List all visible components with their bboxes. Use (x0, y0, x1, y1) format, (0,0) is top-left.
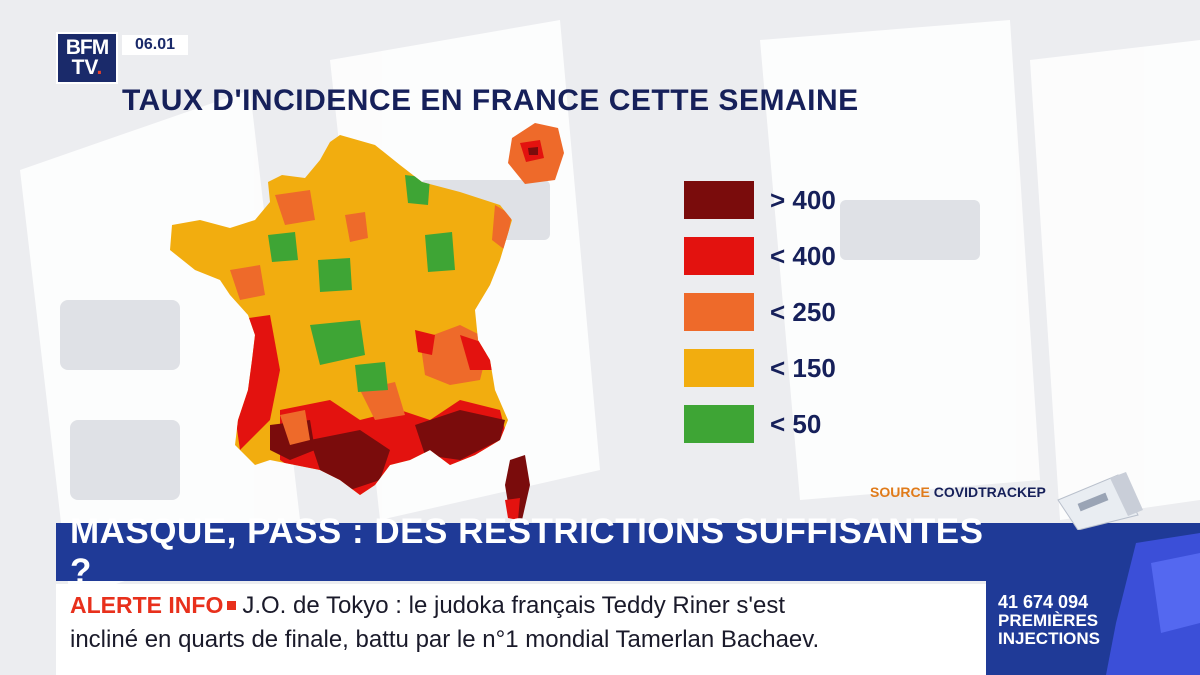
legend-swatch (684, 181, 754, 219)
region-paca-high (415, 410, 505, 460)
alerte-info-label: ALERTE INFO (70, 592, 224, 618)
legend-item-lt150: < 150 (684, 340, 904, 396)
region-loire-atlantique (230, 265, 265, 300)
legend-item-lt400: < 400 (684, 228, 904, 284)
region-normandy (275, 190, 315, 225)
ticker-line-1: ALERTE INFO J.O. de Tokyo : le judoka fra… (70, 592, 785, 620)
incidence-legend: > 400 < 400 < 250 < 150 < 50 (684, 172, 904, 443)
news-ticker: ALERTE INFO J.O. de Tokyo : le judoka fra… (56, 584, 986, 675)
legend-swatch (684, 405, 754, 443)
alert-square-icon (227, 600, 237, 610)
region-cote-dor (425, 232, 455, 272)
ile-de-france-inset-map (508, 123, 564, 184)
ticker-text-1: J.O. de Tokyo : le judoka français Teddy… (242, 592, 785, 619)
map-title: TAUX D'INCIDENCE EN FRANCE CETTE SEMAINE (122, 84, 859, 117)
region-occitanie-high (310, 430, 390, 490)
broadcast-clock: 06.01 (122, 35, 188, 55)
counter-label-2: INJECTIONS (998, 628, 1101, 648)
legend-label: < 150 (770, 352, 836, 383)
vaccination-counter-panel: 41 674 094 PREMIÈRES INJECTIONS (986, 523, 1200, 675)
legend-label: > 400 (770, 184, 836, 215)
injection-counter: 41 674 094 PREMIÈRES INJECTIONS (998, 593, 1128, 648)
legend-item-gt400: > 400 (684, 172, 904, 228)
region-loir-et-cher (318, 258, 352, 292)
region-aveyron (360, 382, 405, 420)
legend-label: < 400 (770, 240, 836, 271)
legend-item-lt250: < 250 (684, 284, 904, 340)
region-rhone (415, 330, 435, 355)
vaccine-vial-icon (1057, 472, 1143, 530)
headline-banner: MASQUE, PASS : DES RESTRICTIONS SUFFISAN… (56, 512, 986, 591)
region-creuse (310, 320, 365, 365)
idf-paris (528, 147, 538, 155)
france-incidence-map (170, 135, 530, 520)
legend-label: < 50 (770, 408, 822, 439)
counter-label-1: PREMIÈRES (998, 610, 1099, 630)
region-paris (345, 212, 368, 242)
logo-bfm-text: BFM (65, 36, 109, 60)
counter-value: 41 674 094 (998, 592, 1089, 612)
region-gers (280, 410, 310, 445)
gloved-hand-icon (1106, 533, 1200, 675)
legend-item-lt50: < 50 (684, 396, 904, 452)
legend-swatch (684, 293, 754, 331)
region-mayenne (268, 232, 298, 262)
region-corse-du-sud (505, 498, 520, 520)
source-credit: SOURCE COVIDTRACKEP (870, 484, 1046, 500)
region-cantal (355, 362, 388, 392)
region-ardennes (405, 175, 430, 205)
legend-swatch (684, 349, 754, 387)
ticker-line-2: incliné en quarts de finale, battu par l… (70, 626, 820, 653)
bfmtv-logo: BFM TV. (56, 32, 118, 84)
legend-label: < 250 (770, 296, 836, 327)
legend-swatch (684, 237, 754, 275)
logo-tv-text: TV. (71, 56, 103, 79)
